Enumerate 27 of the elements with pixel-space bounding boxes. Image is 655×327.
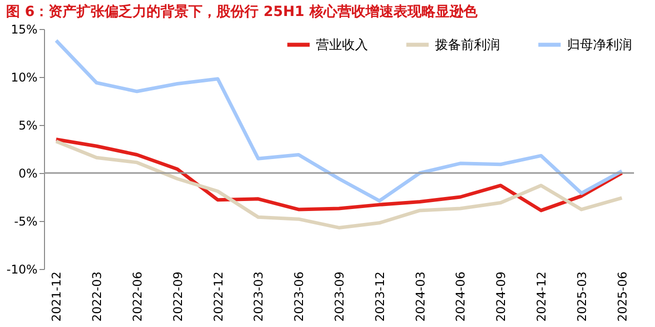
- x-tick-label: 2024-06: [454, 272, 468, 322]
- x-tick-label: 2022-09: [170, 272, 185, 322]
- legend-label: 归母净利润: [567, 38, 632, 53]
- y-tick-label: 5%: [18, 118, 38, 132]
- x-tick-label: 2023-06: [292, 272, 306, 322]
- x-tick-label: 2023-09: [332, 272, 346, 322]
- y-tick-label: 15%: [10, 22, 38, 36]
- x-tick-label: 2024-12: [534, 272, 549, 322]
- x-tick-label: 2022-06: [130, 272, 144, 322]
- legend-label: 拨备前利润: [435, 38, 500, 53]
- x-tick-label: 2024-09: [494, 272, 508, 322]
- x-tick-label: 2025-06: [615, 272, 630, 322]
- x-tick-label: 2025-03: [574, 272, 589, 322]
- x-tick-label: 2022-03: [90, 272, 104, 322]
- x-tick-label: 2024-03: [413, 272, 428, 322]
- y-tick-label: -10%: [6, 262, 38, 276]
- line-series: [54, 140, 624, 230]
- y-tick-label: -5%: [14, 214, 38, 228]
- x-tick-label: 2023-03: [252, 272, 266, 322]
- x-tick-label: 2023-12: [372, 272, 387, 322]
- legend-label: 营业收入: [316, 38, 368, 53]
- x-tick-label: 2021-12: [50, 272, 64, 322]
- chart-title: 图 6：资产扩张偏乏力的背景下，股份行 25H1 核心营收增速表现略显逊色: [6, 3, 478, 20]
- y-tick-label: 0%: [18, 166, 38, 180]
- y-tick-label: 10%: [10, 70, 38, 84]
- line-series: [54, 138, 624, 212]
- x-tick-label: 2022-12: [211, 272, 226, 322]
